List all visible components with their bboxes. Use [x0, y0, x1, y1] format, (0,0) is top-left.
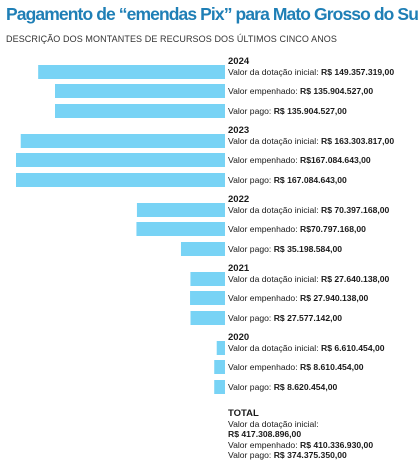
total-empenhado-value: R$ 410.336.930,00 — [299, 439, 374, 450]
bar-category-label: Valor pago: — [228, 106, 274, 116]
chart-title: Pagamento de “emendas Pix” para Mato Gro… — [6, 4, 419, 24]
bar-2023-2 — [16, 173, 225, 187]
bar-category-label: Valor da dotação inicial: — [228, 343, 321, 353]
bar-label-2023-0: Valor da dotação inicial: R$ 163.303.817… — [228, 136, 394, 146]
bar-2020-2 — [214, 380, 225, 394]
bar-category-label: Valor empenhado: — [228, 86, 300, 96]
bar-category-label: Valor pago: — [228, 244, 274, 254]
bar-label-2021-0: Valor da dotação inicial: R$ 27.640.138,… — [228, 274, 390, 284]
total-empenhado-label: Valor empenhado: — [228, 439, 298, 450]
bar-2021-2 — [190, 311, 225, 325]
bar-category-label: Valor empenhado: — [228, 362, 300, 372]
year-label-2022: 2022 — [228, 194, 249, 205]
bar-label-2020-2: Valor pago: R$ 8.620.454,00 — [228, 382, 337, 392]
bar-label-2022-2: Valor pago: R$ 35.198.584,00 — [228, 244, 342, 254]
bar-value-label: R$ 149.357.319,00 — [321, 67, 394, 77]
total-dotacao-label: Valor da dotação inicial: — [228, 419, 319, 430]
year-label-2021: 2021 — [228, 263, 250, 274]
total-dotacao-value: R$ 417.308.896,00 — [228, 429, 302, 440]
bar-label-2024-1: Valor empenhado: R$ 135.904.527,00 — [228, 86, 373, 96]
bar-label-2022-1: Valor empenhado: R$70.797.168,00 — [228, 224, 366, 234]
bar-label-2024-2: Valor pago: R$ 135.904.527,00 — [228, 106, 347, 116]
bar-category-label: Valor pago: — [228, 382, 274, 392]
bar-category-label: Valor da dotação inicial: — [228, 136, 321, 146]
chart-subtitle: DESCRIÇÃO DOS MONTANTES DE RECURSOS DOS … — [6, 34, 338, 44]
bar-value-label: R$ 8.610.454,00 — [300, 362, 364, 372]
bar-value-label: R$ 27.640.138,00 — [321, 274, 390, 284]
bar-2024-0 — [38, 65, 225, 79]
bar-2021-0 — [190, 272, 225, 286]
bar-value-label: R$ 35.198.584,00 — [274, 244, 343, 254]
bar-2022-2 — [180, 242, 225, 256]
bar-2023-0 — [20, 134, 226, 148]
year-label-2020: 2020 — [228, 332, 249, 343]
bar-category-label: Valor empenhado: — [228, 155, 300, 165]
bar-category-label: Valor da dotação inicial: — [228, 274, 321, 284]
bar-label-2020-1: Valor empenhado: R$ 8.610.454,00 — [228, 362, 364, 372]
total-pago: Valor pago: R$ 374.375.350,00 — [228, 450, 418, 460]
bar-value-label: R$ 167.084.643,00 — [274, 175, 347, 185]
bar-2024-2 — [55, 104, 225, 118]
bar-category-label: Valor empenhado: — [228, 224, 300, 234]
bar-value-label: R$ 6.610.454,00 — [321, 343, 385, 353]
total-block: TOTAL Valor da dotação inicial: R$ 417.3… — [228, 408, 418, 460]
bar-label-2022-0: Valor da dotação inicial: R$ 70.397.168,… — [228, 205, 390, 215]
bar-category-label: Valor da dotação inicial: — [228, 205, 321, 215]
total-title: TOTAL — [228, 408, 259, 419]
bar-value-label: R$ 27.940.138,00 — [300, 293, 369, 303]
bar-category-label: Valor da dotação inicial: — [228, 67, 321, 77]
total-empenhado: Valor empenhado: R$ 410.336.930,00 — [228, 440, 418, 450]
bar-2022-1 — [136, 222, 225, 236]
bar-category-label: Valor empenhado: — [228, 293, 300, 303]
bar-2020-0 — [216, 341, 225, 355]
bar-2020-1 — [214, 360, 225, 374]
bar-label-2020-0: Valor da dotação inicial: R$ 6.610.454,0… — [228, 343, 385, 353]
year-label-2023: 2023 — [228, 125, 249, 136]
bar-value-label: R$ 163.303.817,00 — [321, 136, 394, 146]
bar-value-label: R$ 8.620.454,00 — [274, 382, 338, 392]
bar-category-label: Valor pago: — [228, 175, 274, 185]
total-pago-label: Valor pago: — [228, 449, 272, 460]
bar-value-label: R$167.084.643,00 — [300, 155, 371, 165]
bar-label-2024-0: Valor da dotação inicial: R$ 149.357.319… — [228, 67, 394, 77]
year-label-2024: 2024 — [228, 56, 250, 67]
bar-label-2021-2: Valor pago: R$ 27.577.142,00 — [228, 313, 342, 323]
bar-2023-1 — [16, 153, 225, 167]
bar-2024-1 — [55, 84, 225, 98]
bar-category-label: Valor pago: — [228, 313, 274, 323]
bar-value-label: R$ 70.397.168,00 — [321, 205, 390, 215]
bar-label-2021-1: Valor empenhado: R$ 27.940.138,00 — [228, 293, 369, 303]
bar-value-label: R$ 27.577.142,00 — [274, 313, 343, 323]
bar-value-label: R$70.797.168,00 — [300, 224, 366, 234]
total-dotacao: Valor da dotação inicial: R$ 417.308.896… — [228, 419, 418, 439]
bar-label-2023-1: Valor empenhado: R$167.084.643,00 — [228, 155, 371, 165]
bar-label-2023-2: Valor pago: R$ 167.084.643,00 — [228, 175, 347, 185]
bar-2021-1 — [190, 291, 225, 305]
bar-2022-0 — [136, 203, 225, 217]
total-pago-value: R$ 374.375.350,00 — [273, 449, 347, 460]
bar-value-label: R$ 135.904.527,00 — [274, 106, 347, 116]
bar-value-label: R$ 135.904.527,00 — [300, 86, 373, 96]
